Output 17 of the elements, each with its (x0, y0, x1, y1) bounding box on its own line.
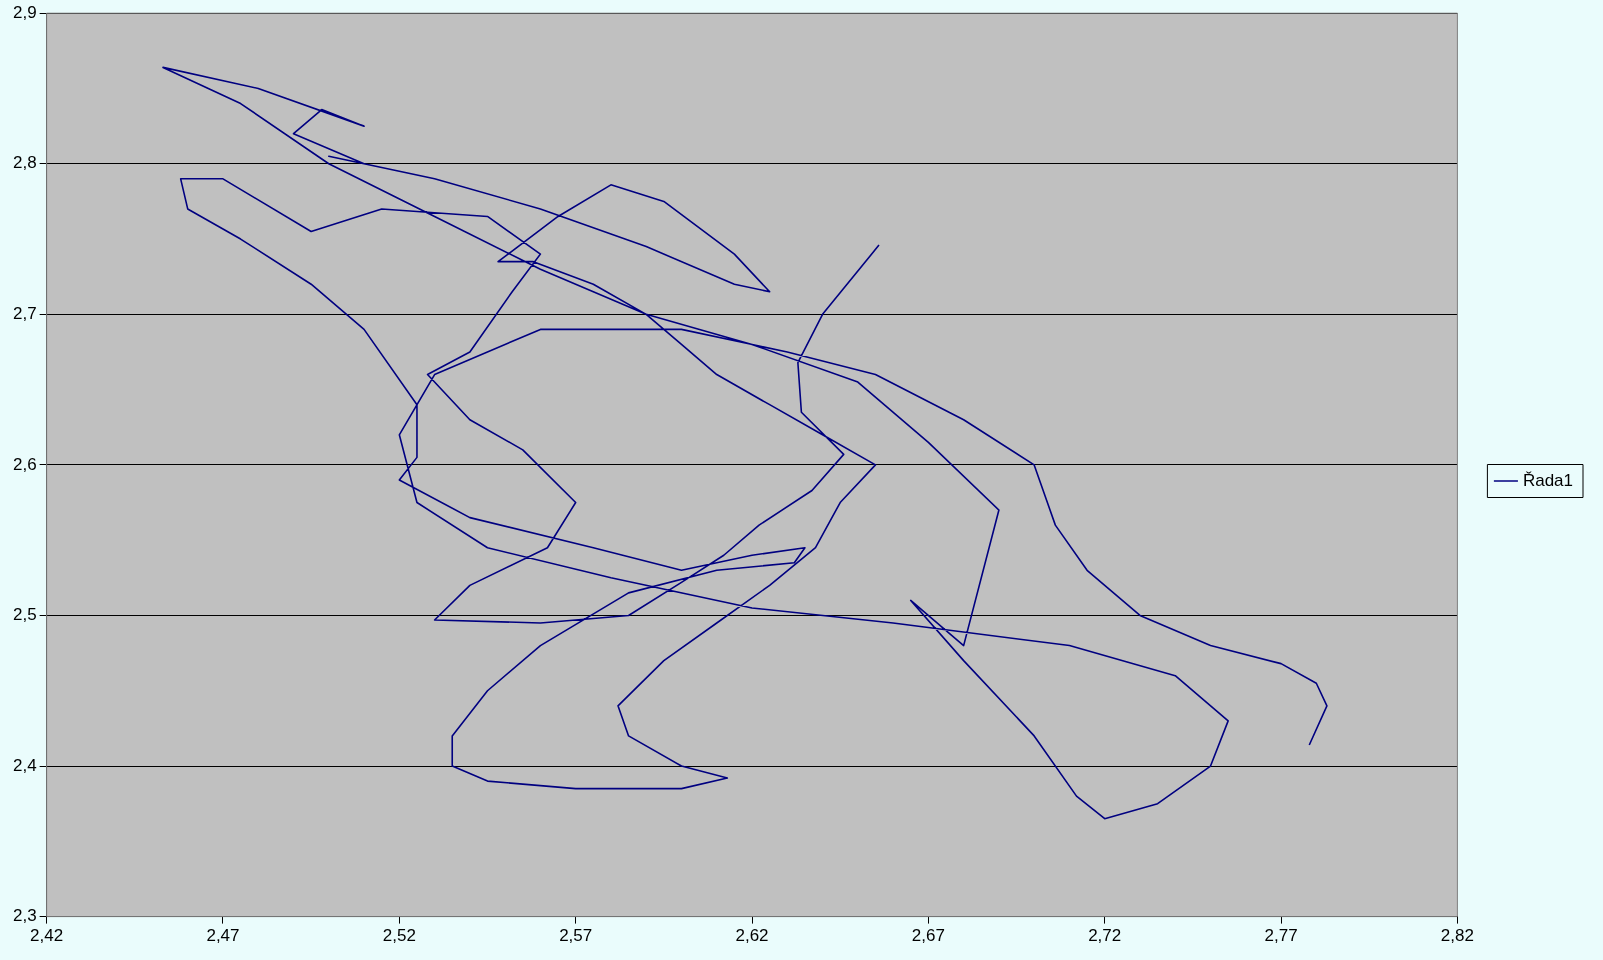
y-tick-label: 2,7 (12, 304, 37, 324)
x-tick-label: 2,52 (382, 926, 416, 946)
legend-label: Řada1 (1522, 470, 1574, 490)
x-tick-label: 2,62 (735, 926, 769, 946)
y-tick-label: 2,5 (12, 605, 37, 625)
x-tick-label: 2,72 (1088, 926, 1122, 946)
x-tick-label: 2,42 (30, 926, 64, 946)
y-tick-label: 2,9 (12, 2, 37, 22)
y-tick-label: 2,3 (12, 906, 37, 926)
x-tick-label: 2,47 (206, 926, 240, 946)
x-tick-label: 2,67 (911, 926, 945, 946)
y-tick-label: 2,4 (12, 755, 37, 775)
x-tick-label: 2,82 (1440, 926, 1474, 946)
x-tick-label: 2,57 (559, 926, 593, 946)
x-tick-label: 2,77 (1264, 926, 1298, 946)
y-tick-label: 2,8 (12, 153, 37, 173)
y-tick-label: 2,6 (12, 454, 37, 474)
